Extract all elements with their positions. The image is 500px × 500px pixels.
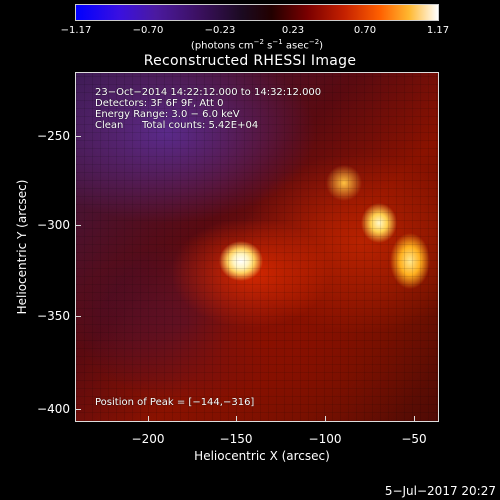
y-tick-mark xyxy=(75,316,81,317)
y-tick-label: −350 xyxy=(37,309,70,323)
x-tick-mark xyxy=(414,416,415,422)
y-axis-label: Heliocentric Y (arcsec) xyxy=(15,179,29,315)
colorbar-tick: −0.70 xyxy=(132,25,164,36)
y-tick-label: −400 xyxy=(37,402,70,416)
y-tick-mark xyxy=(75,225,81,226)
x-axis-label: Heliocentric X (arcsec) xyxy=(194,449,330,463)
colorbar-tick: −0.23 xyxy=(204,25,236,36)
method-label: Clean xyxy=(95,120,124,131)
y-tick-mark xyxy=(75,136,81,137)
x-tick-label: −50 xyxy=(401,432,427,446)
colorbar-tick: 0.70 xyxy=(353,25,377,36)
generation-date: 5−Jul−2017 20:27 xyxy=(384,484,496,498)
y-tick-label: −300 xyxy=(37,218,70,232)
x-tick-mark xyxy=(148,416,149,422)
x-tick-label: −200 xyxy=(131,432,165,446)
rhessi-image: 23−Oct−2014 14:22:12.000 to 14:32:12.000… xyxy=(75,72,439,422)
colorbar-tick: 1.17 xyxy=(426,25,450,36)
y-tick-label: −250 xyxy=(37,129,70,143)
detectors-label: Detectors: 3F 6F 9F, Att 0 xyxy=(95,98,224,109)
time-range-label: 23−Oct−2014 14:22:12.000 to 14:32:12.000 xyxy=(95,87,322,98)
colorbar-tick: 0.23 xyxy=(281,25,305,36)
x-tick-label: −100 xyxy=(308,432,342,446)
colorbar-tick: −1.17 xyxy=(60,25,92,36)
x-tick-label: −150 xyxy=(219,432,253,446)
colorbar xyxy=(75,4,439,21)
x-tick-mark xyxy=(325,416,326,422)
peak-position-label: Position of Peak = [−144,−316] xyxy=(95,397,255,408)
image-title: Reconstructed RHESSI Image xyxy=(143,53,357,69)
colorbar-units: (photons cm−2 s−1 asec−2) xyxy=(190,38,324,52)
energy-range-label: Energy Range: 3.0 − 6.0 keV xyxy=(95,109,240,120)
total-counts-label: Total counts: 5.42E+04 xyxy=(142,120,259,131)
y-tick-mark xyxy=(75,409,81,410)
x-tick-mark xyxy=(236,416,237,422)
